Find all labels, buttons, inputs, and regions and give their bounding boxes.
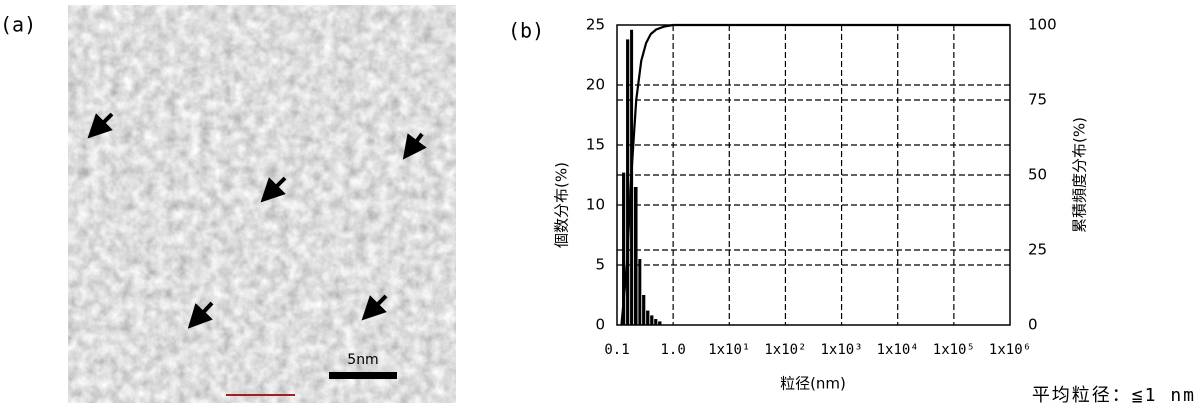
plot-frame [616,24,1011,326]
y-tick-label: 0 [595,316,605,334]
bar [622,172,626,325]
x-tick-label: 1x10³ [820,342,862,358]
panel-label: (b) [508,19,544,43]
bar [626,39,630,326]
y2-tick-label: 75 [1028,91,1047,109]
annotation: 平均粒径：≦1 nm [1032,385,1196,406]
x-tick-label: 1.0 [660,342,685,358]
panel-label: (a) [0,13,36,37]
y-tick-label: 15 [586,136,605,154]
bar [654,319,658,325]
bar [646,310,650,325]
bar [638,259,642,325]
y2-axis-label: 累積頻度分布(%) [1071,117,1089,233]
y2-tick-label: 0 [1028,316,1038,334]
x-tick-label: 1x10⁶ [989,342,1031,358]
x-tick-label: 0.1 [604,342,629,358]
y-tick-label: 25 [586,16,605,34]
y-tick-label: 20 [586,76,605,94]
y-tick-label: 5 [595,256,605,274]
bar [633,187,638,325]
bar [658,321,662,325]
y2-tick-label: 50 [1028,166,1047,184]
x-tick-label: 1x10⁴ [877,342,919,358]
scale-bar-label: 5nm [347,352,378,368]
y2-tick-label: 25 [1028,241,1047,259]
tem-image: 5nm [68,5,456,403]
bar [642,295,646,325]
x-tick-label: 1x10⁵ [933,342,975,358]
x-tick-label: 1x10² [764,342,806,358]
y-tick-label: 10 [586,196,605,214]
y-axis-label: 個数分布(%) [553,162,571,248]
x-tick-label: 1x10¹ [708,342,750,358]
bar [650,315,654,325]
y2-tick-label: 100 [1028,16,1057,34]
x-axis-label: 粒径(nm) [780,375,846,393]
